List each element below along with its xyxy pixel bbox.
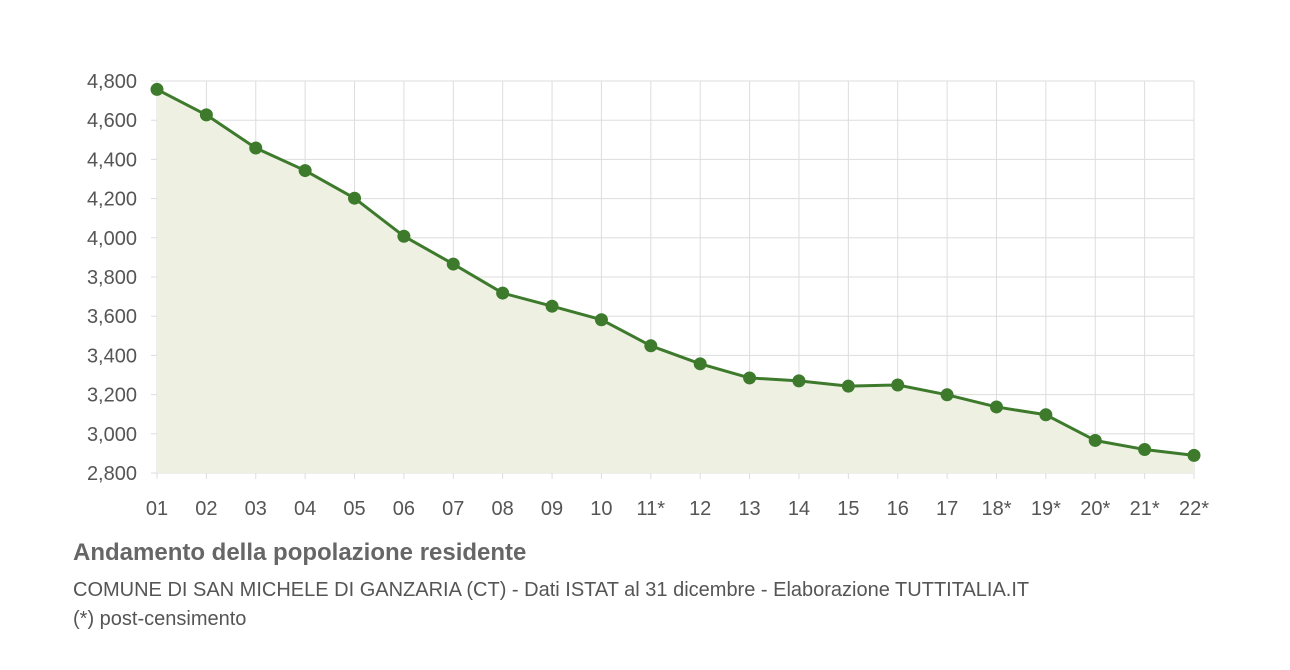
x-tick-label: 13 [738,498,760,520]
data-point-11-star [644,339,658,353]
data-point-03 [249,141,263,155]
data-point-16 [891,378,905,392]
x-tick-label: 18* [981,498,1011,520]
x-tick-label: 21* [1130,498,1160,520]
data-point-10 [594,313,608,327]
y-tick-label: 4,800 [87,71,137,93]
y-tick-label: 4,400 [87,149,137,171]
data-point-22-star [1187,448,1201,462]
x-tick-label: 09 [541,498,563,520]
data-point-15 [841,379,855,393]
y-tick-label: 4,200 [87,189,137,211]
data-point-02 [199,108,213,122]
data-point-06 [397,229,411,243]
x-tick-label: 19* [1031,498,1061,520]
x-tick-label: 17 [936,498,958,520]
x-tick-label: 01 [146,498,168,520]
x-tick-label: 04 [294,498,316,520]
population-line [156,88,1195,457]
data-point-09 [545,299,559,313]
population-chart: 2,800 3,000 3,200 3,400 3,600 3,800 4,000 4,200… [87,71,1209,520]
data-point-19-star [1039,408,1053,422]
x-tick-label: 22* [1179,498,1209,520]
data-point-14 [792,374,806,388]
y-tick-label: 2,800 [87,463,137,485]
data-point-18-star [989,400,1003,414]
x-axis-ticks: 01 02 03 04 05 06 07 08 09 10 11* 12 13 14 15 16 17 18* 19… [146,498,1209,520]
x-tick-label: 11* [637,498,666,520]
data-point-08 [496,286,510,300]
chart-note: (*) post-censimento [73,608,247,630]
data-point-05 [348,191,362,205]
data-point-21-star [1138,442,1152,456]
data-point-17 [940,388,954,402]
y-tick-label: 4,000 [87,228,137,250]
y-tick-label: 3,600 [87,306,137,328]
chart-subtitle: COMUNE DI SAN MICHELE DI GANZARIA (CT) -… [73,579,1030,601]
y-tick-label: 4,600 [87,110,137,132]
x-tick-label: 03 [245,498,267,520]
x-tick-label: 15 [837,498,859,520]
y-tick-label: 3,400 [87,345,137,367]
data-point-20-star [1088,433,1102,447]
y-axis-ticks: 2,800 3,000 3,200 3,400 3,600 3,800 4,000 4,200… [87,71,137,485]
x-tick-label: 02 [195,498,217,520]
x-tick-label: 12 [689,498,711,520]
population-area-fill [157,89,1194,473]
data-point-01 [150,82,164,96]
data-point-07 [446,257,460,271]
x-tick-label: 07 [442,498,464,520]
y-tick-label: 3,000 [87,424,137,446]
x-tick-label: 14 [788,498,810,520]
data-point-12 [693,357,707,371]
data-point-04 [298,164,312,178]
x-tick-label: 16 [887,498,909,520]
x-tick-label: 08 [492,498,514,520]
x-tick-label: 05 [343,498,365,520]
data-point-13 [743,371,757,385]
y-tick-label: 3,800 [87,267,137,289]
chart-title: Andamento della popolazione residente [73,539,527,566]
x-tick-label: 06 [393,498,415,520]
data-points [150,82,1201,462]
x-tick-label: 10 [590,498,612,520]
y-tick-label: 3,200 [87,385,137,407]
x-tick-label: 20* [1080,498,1110,520]
